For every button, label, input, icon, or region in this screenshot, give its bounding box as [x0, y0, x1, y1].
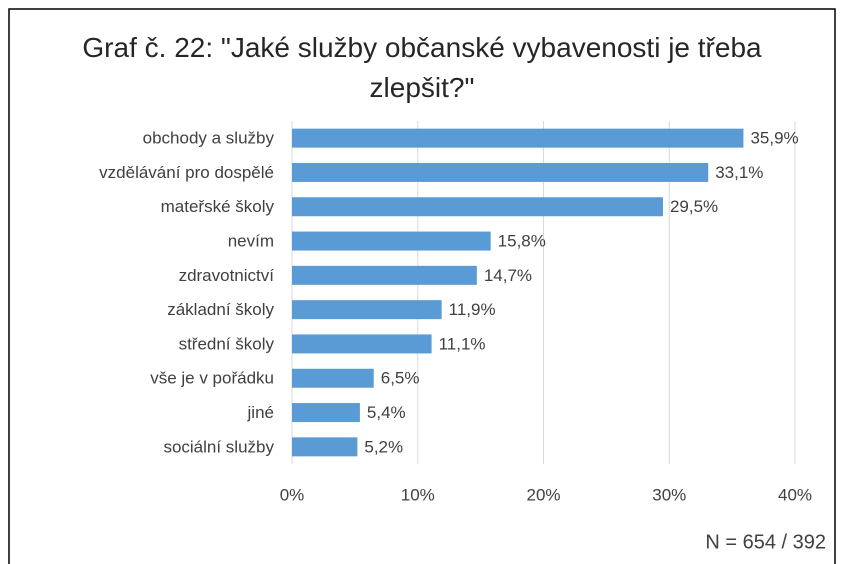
value-label: 11,1%	[439, 334, 486, 353]
bar	[292, 437, 358, 457]
y-tick-label: obchody a služby	[143, 129, 275, 148]
value-label: 5,2%	[364, 437, 403, 456]
bar	[292, 368, 374, 388]
value-label: 35,9%	[750, 129, 798, 148]
value-label: 11,9%	[449, 300, 496, 319]
bar	[292, 300, 442, 320]
x-tick-label: 40%	[778, 485, 812, 504]
y-tick-label: nevím	[228, 232, 274, 251]
value-label: 6,5%	[381, 369, 420, 388]
bar	[292, 128, 744, 148]
y-tick-label: vzdělávání pro dospělé	[99, 163, 274, 182]
y-tick-label: základní školy	[167, 300, 274, 319]
bar	[292, 403, 360, 423]
bar	[292, 265, 477, 285]
value-label: 29,5%	[670, 197, 718, 216]
bar	[292, 334, 432, 354]
chart-title: Graf č. 22: "Jaké služby občanské vybave…	[82, 32, 762, 103]
x-tick-label: 10%	[401, 485, 435, 504]
y-tick-label: jiné	[247, 403, 274, 422]
value-label: 14,7%	[484, 266, 532, 285]
y-tick-label: mateřské školy	[161, 197, 275, 216]
x-tick-label: 20%	[526, 485, 560, 504]
bar	[292, 162, 709, 182]
chart-frame	[8, 8, 836, 564]
y-tick-label: sociální služby	[163, 437, 274, 456]
value-label: 5,4%	[367, 403, 406, 422]
y-tick-label: vše je v pořádku	[150, 369, 274, 388]
bar	[292, 231, 491, 251]
value-label: 15,8%	[498, 232, 546, 251]
x-tick-label: 30%	[652, 485, 686, 504]
bar	[292, 197, 663, 217]
y-tick-label: střední školy	[179, 334, 275, 353]
annotation: N = 654 / 392	[705, 531, 826, 553]
y-tick-label: zdravotnictví	[179, 266, 275, 285]
value-label: 33,1%	[715, 163, 763, 182]
x-tick-label: 0%	[280, 485, 305, 504]
